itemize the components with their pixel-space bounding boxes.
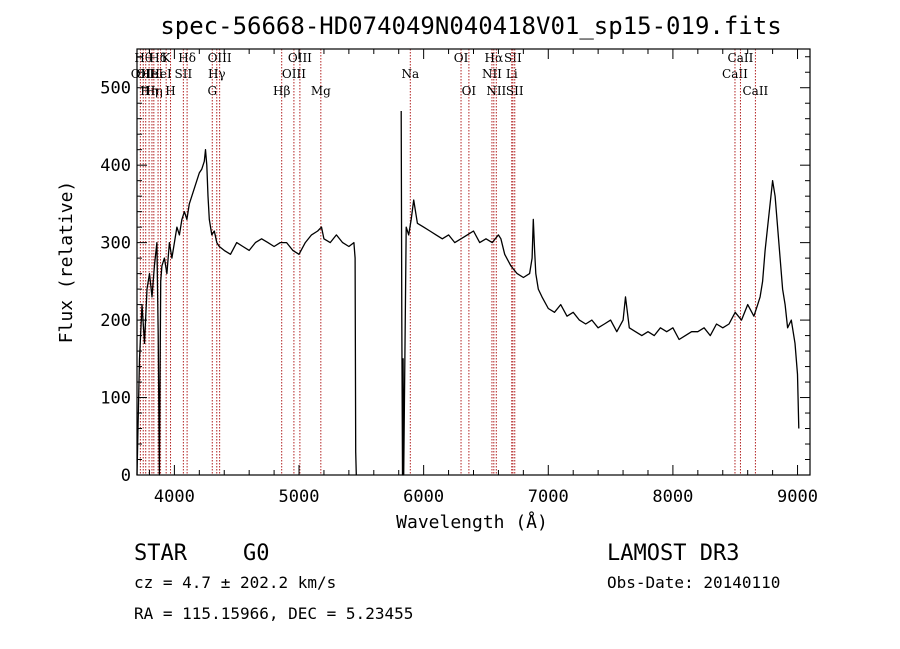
spectral-line-label: NII xyxy=(482,67,502,81)
y-tick-label: 100 xyxy=(100,389,131,409)
spectral-line-label: Mg xyxy=(311,84,331,98)
spectral-line-label: Hγ xyxy=(208,67,226,81)
x-tick-label: 8000 xyxy=(652,487,693,507)
spectral-line-label: OIII xyxy=(208,51,232,65)
x-tick-label: 9000 xyxy=(777,487,818,507)
spectral-line-label: OI xyxy=(462,84,477,98)
spectral-line-label: NII xyxy=(486,84,506,98)
spectral-line-label: OIII xyxy=(282,67,306,81)
y-tick-label: 500 xyxy=(100,79,131,99)
object-class: STAR xyxy=(134,541,188,566)
x-tick-label: 4000 xyxy=(154,487,195,507)
spectral-line-label: Li xyxy=(506,67,518,81)
spectral-line-label: OII xyxy=(136,67,156,81)
spectral-line-label: H xyxy=(165,84,175,98)
x-tick-label: 7000 xyxy=(528,487,569,507)
spectral-line-label: HeI xyxy=(149,67,172,81)
flux-series-line xyxy=(400,110,800,476)
spectral-line-label: Hα xyxy=(485,51,504,65)
spectral-line-label: SII xyxy=(504,51,522,65)
plot-frame xyxy=(136,48,811,476)
spectral-line-label: CaII xyxy=(742,84,768,98)
axis-ticks: 4000 5000 6000 7000 8000 9000 0 100 200 300 400 500 xyxy=(100,49,818,507)
x-tick-label: 5000 xyxy=(279,487,320,507)
coordinates: RA = 115.15966, DEC = 5.23455 xyxy=(134,604,413,623)
y-tick-label: 200 xyxy=(100,311,131,331)
survey-name: LAMOST DR3 xyxy=(607,541,739,566)
redshift-velocity: cz = 4.7 ± 202.2 km/s xyxy=(134,573,336,592)
spectral-line-label: Hδ xyxy=(178,51,196,65)
flux-series-line xyxy=(136,149,357,476)
y-tick-label: 300 xyxy=(100,234,131,254)
obs-date: Obs-Date: 20140110 xyxy=(607,573,780,592)
y-tick-label: 400 xyxy=(100,156,131,176)
spectral-line-label: CaII xyxy=(728,51,754,65)
spectral-line-label: Hβ xyxy=(273,84,290,98)
spectral-line-label: Hδ xyxy=(149,51,167,65)
spectral-line-label: CaII xyxy=(722,67,748,81)
spectral-line-label: G xyxy=(207,84,217,98)
spectrum-series xyxy=(136,110,800,476)
x-tick-label: 6000 xyxy=(403,487,444,507)
y-tick-label: 0 xyxy=(121,466,131,486)
spectral-line-label: K xyxy=(162,51,172,65)
spectral-line-markers: OIIHθOIIHηHeIHηHδHeIKHSIIHδGHγOIIIHβOIII… xyxy=(131,49,769,475)
spectral-line-label: SII xyxy=(506,84,524,98)
spectral-line-label: OI xyxy=(454,51,469,65)
spectral-line-label: Hθ xyxy=(134,51,152,65)
spectral-line-label: Hη xyxy=(145,84,163,98)
y-axis-label: Flux (relative) xyxy=(56,181,77,344)
x-axis-label: Wavelength (Å) xyxy=(396,511,548,533)
subclass: G0 xyxy=(243,541,270,566)
chart-title: spec-56668-HD074049N040418V01_sp15-019.f… xyxy=(160,12,781,40)
plot-border xyxy=(136,48,811,476)
spectral-line-label: SII xyxy=(175,67,193,81)
spectral-line-label: OIII xyxy=(288,51,312,65)
spectral-line-label: Na xyxy=(401,67,419,81)
